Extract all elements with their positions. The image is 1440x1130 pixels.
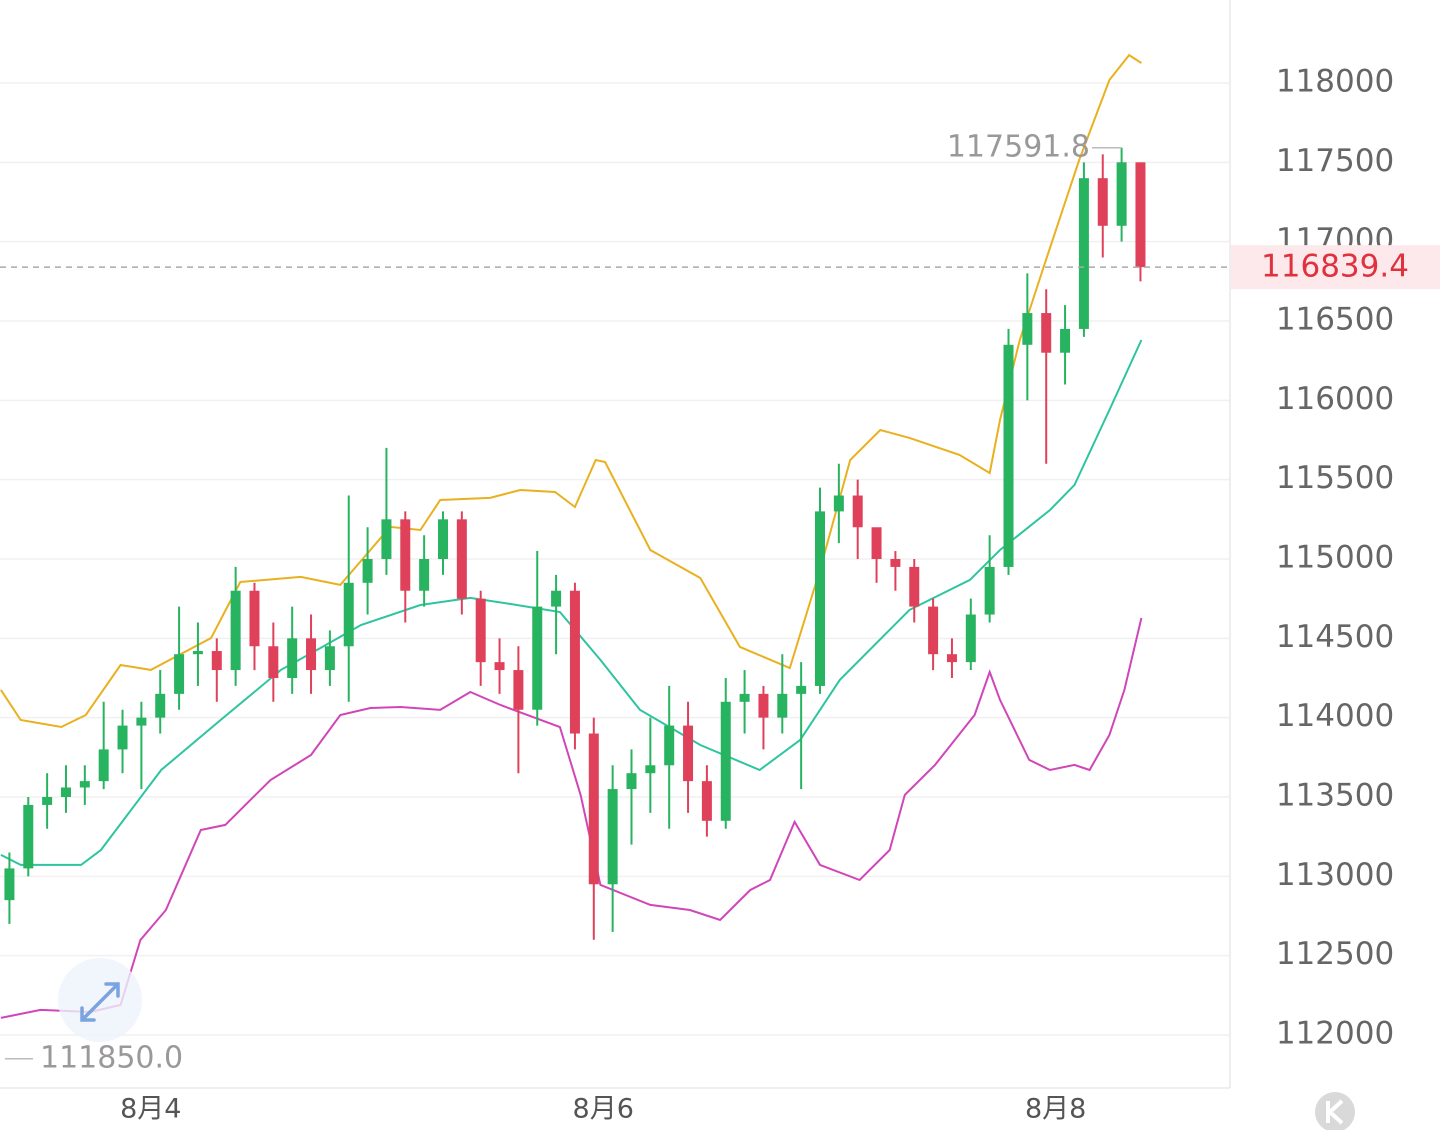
- candle-body: [1135, 162, 1146, 268]
- y-tick-label: 116500: [1276, 301, 1394, 337]
- candle-body: [871, 527, 882, 559]
- k-icon[interactable]: [1315, 1092, 1355, 1130]
- y-tick-label: 115500: [1276, 460, 1394, 496]
- candle-body: [569, 590, 580, 734]
- y-tick-label: 118000: [1276, 63, 1394, 99]
- candle-body: [306, 638, 317, 671]
- candle-body: [758, 693, 769, 718]
- candle-body: [815, 511, 825, 686]
- candle-body: [607, 789, 618, 885]
- candle-body: [965, 614, 976, 663]
- labels: 112000 112500 113000 113500 114000 114500 1150…: [5, 63, 1440, 1125]
- candle-body: [984, 566, 995, 615]
- candle-body: [287, 638, 298, 678]
- candle-body: [626, 773, 637, 790]
- candle-body: [400, 519, 411, 591]
- candle-body: [419, 558, 430, 591]
- candle-body: [174, 654, 185, 694]
- candle-body: [532, 606, 543, 710]
- candle-body: [852, 495, 863, 528]
- expand-icon[interactable]: [58, 958, 142, 1042]
- candle-body: [230, 590, 241, 671]
- candle-body: [777, 693, 788, 718]
- y-tick-label: 115000: [1276, 539, 1394, 575]
- candle-body: [4, 868, 15, 901]
- candle-body: [796, 685, 807, 694]
- candle-body: [890, 558, 901, 567]
- band-line: [0, 339, 1143, 866]
- candle-body: [946, 654, 957, 663]
- last-price-label: 116839.4: [1261, 249, 1409, 285]
- candle-body: [324, 646, 335, 671]
- x-tick-label: 8月4: [120, 1094, 181, 1125]
- candle-body: [79, 781, 90, 788]
- candle-body: [739, 693, 750, 702]
- candle-body: [645, 765, 656, 774]
- candle-body: [1003, 344, 1014, 567]
- x-tick-label: 8月8: [1025, 1094, 1086, 1125]
- candle-body: [437, 519, 448, 559]
- x-tick-label: 8月6: [573, 1094, 634, 1125]
- candle-body: [928, 606, 939, 655]
- last-price-box: [1231, 245, 1440, 290]
- candle-body: [117, 725, 128, 750]
- candle-body: [456, 519, 467, 599]
- candle-body: [381, 519, 392, 559]
- candle-body: [513, 670, 524, 710]
- y-tick-label: 112000: [1276, 1016, 1394, 1052]
- high-label: 117591.8: [947, 129, 1090, 164]
- candle-body: [98, 749, 109, 782]
- band-line: [0, 617, 1143, 1019]
- y-tick-label: 116000: [1276, 381, 1394, 417]
- candle-body: [909, 566, 920, 607]
- candle-body: [192, 651, 203, 655]
- candle-body: [1022, 313, 1033, 345]
- candle-body: [1078, 178, 1089, 329]
- candle-body: [136, 717, 147, 726]
- candle-body: [494, 662, 505, 671]
- candle-body: [475, 598, 486, 663]
- candle-body: [1060, 328, 1071, 353]
- candle-body: [155, 693, 166, 718]
- candle-body: [42, 796, 53, 805]
- candle-body: [211, 651, 222, 671]
- candle-body: [720, 701, 731, 821]
- y-tick-label: 112500: [1276, 936, 1394, 972]
- candle-body: [683, 725, 694, 782]
- candle-body: [23, 804, 34, 869]
- y-tick-label: 114000: [1276, 698, 1394, 734]
- candle-body: [588, 733, 599, 885]
- plot-area: [0, 53, 1230, 1019]
- candle-body: [60, 787, 71, 797]
- candle-body: [362, 558, 373, 583]
- candle-body: [343, 582, 354, 647]
- candle-body: [1041, 313, 1052, 353]
- candle-body: [268, 646, 279, 678]
- y-tick-label: 113000: [1276, 857, 1394, 893]
- candle-body: [833, 495, 844, 512]
- candle-body: [249, 590, 260, 647]
- candle-body: [701, 781, 712, 821]
- y-tick-label: 117500: [1276, 143, 1394, 179]
- y-tick-label: 114500: [1276, 619, 1394, 655]
- low-label: 111850.0: [40, 1040, 183, 1075]
- candle-body: [1116, 162, 1127, 226]
- candle-body: [551, 590, 562, 607]
- band-line: [0, 53, 1142, 729]
- candle-body: [664, 725, 675, 766]
- y-tick-label: 113500: [1276, 777, 1394, 813]
- candle-body: [1097, 178, 1108, 226]
